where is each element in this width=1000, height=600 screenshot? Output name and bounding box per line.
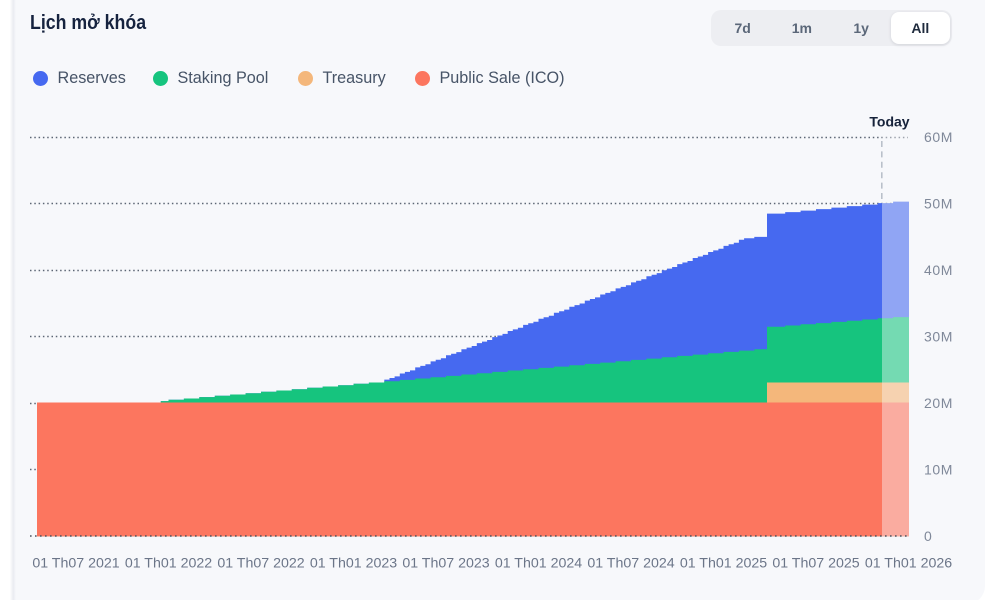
svg-text:40M: 40M bbox=[924, 262, 953, 278]
svg-text:01 Th07 2021: 01 Th07 2021 bbox=[32, 556, 119, 572]
svg-text:0: 0 bbox=[924, 528, 932, 544]
svg-text:01 Th01 2025: 01 Th01 2025 bbox=[680, 556, 767, 572]
svg-text:50M: 50M bbox=[924, 196, 953, 212]
svg-text:01 Th07 2024: 01 Th07 2024 bbox=[587, 556, 674, 572]
svg-text:10M: 10M bbox=[924, 462, 953, 478]
svg-text:01 Th07 2022: 01 Th07 2022 bbox=[217, 556, 304, 572]
svg-text:30M: 30M bbox=[924, 329, 953, 345]
svg-text:01 Th07 2025: 01 Th07 2025 bbox=[772, 556, 859, 572]
svg-text:Today: Today bbox=[869, 114, 909, 130]
svg-text:60M: 60M bbox=[924, 129, 953, 145]
svg-text:01 Th01 2026: 01 Th01 2026 bbox=[865, 556, 952, 572]
svg-text:20M: 20M bbox=[924, 395, 953, 411]
svg-text:01 Th01 2022: 01 Th01 2022 bbox=[125, 556, 212, 572]
svg-text:01 Th01 2024: 01 Th01 2024 bbox=[495, 556, 582, 572]
svg-text:01 Th07 2023: 01 Th07 2023 bbox=[402, 556, 489, 572]
svg-text:01 Th01 2023: 01 Th01 2023 bbox=[310, 556, 397, 572]
